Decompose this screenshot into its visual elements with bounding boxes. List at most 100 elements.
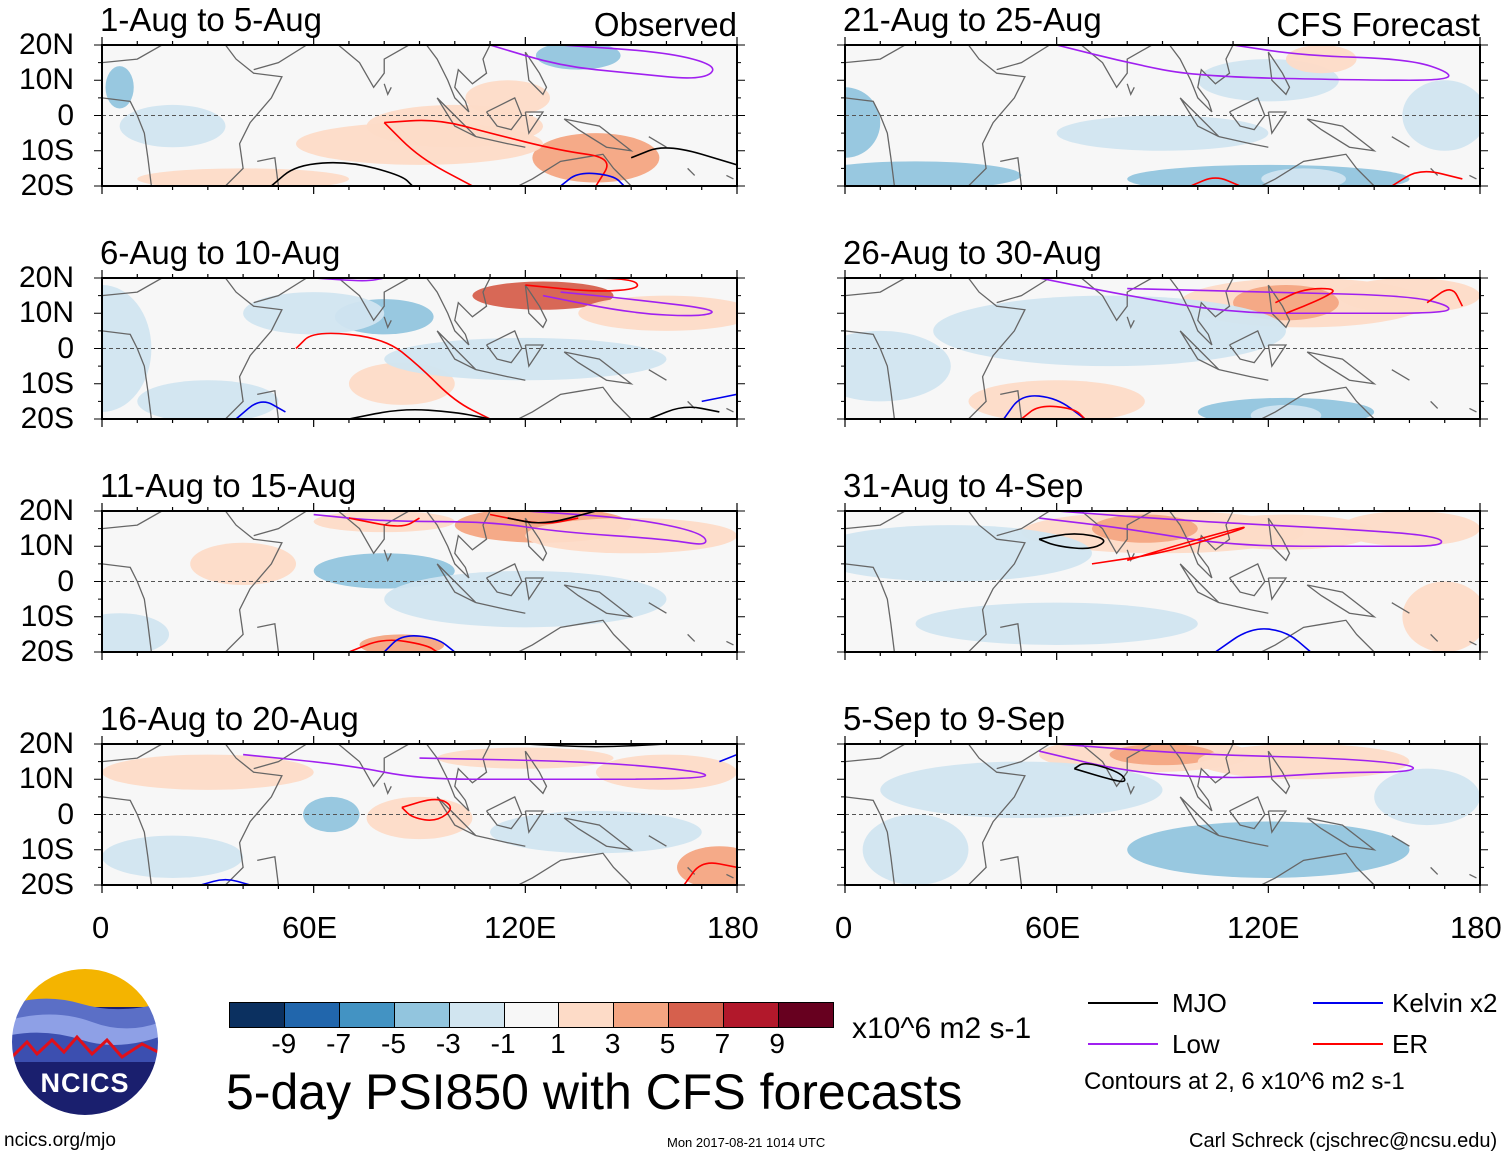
colorbar-label: 5: [659, 1028, 676, 1059]
coastline: [337, 511, 410, 555]
anomaly-shading: [303, 796, 360, 833]
colorbar-swatch: [283, 1003, 339, 1027]
coastline: [563, 817, 634, 851]
panel-title: 16-Aug to 20-Aug: [100, 700, 359, 737]
coastline: [845, 278, 906, 297]
column-label: Observed: [593, 6, 737, 43]
coastline: [1126, 549, 1135, 563]
coastline: [516, 153, 632, 186]
anomaly-shading: [190, 542, 297, 586]
coastline: [383, 549, 392, 563]
legend-label: Low: [1172, 1029, 1220, 1059]
colorbar-swatch: [723, 1003, 779, 1027]
colorbar-swatch: [778, 1003, 833, 1027]
coastline: [257, 157, 280, 186]
coastline: [524, 111, 545, 135]
coastline: [1306, 351, 1377, 385]
lat-tick: 10S: [20, 133, 74, 167]
colorbar-swatch: [230, 1003, 284, 1027]
colorbar-label: 3: [604, 1028, 621, 1059]
website-link[interactable]: ncics.org/mjo: [4, 1130, 116, 1151]
anomaly-shading: [359, 634, 445, 652]
coastline: [224, 744, 283, 885]
figure-title: 5-day PSI850 with CFS forecasts: [226, 1064, 963, 1120]
coastline: [1126, 316, 1135, 330]
anomaly-shading: [845, 87, 881, 158]
panel-title: 5-Sep to 9-Sep: [843, 700, 1065, 737]
coastline: [845, 563, 896, 652]
map-panel: [94, 503, 745, 660]
coastline: [687, 633, 696, 642]
map-panel: [837, 37, 1488, 194]
low-contour: [1038, 278, 1450, 315]
coastline: [996, 45, 1050, 71]
coastline: [1469, 407, 1477, 413]
lat-tick: 0: [57, 797, 74, 831]
panel-title: 11-Aug to 15-Aug: [100, 467, 357, 504]
coastline: [516, 619, 632, 652]
er-contour: [1275, 287, 1334, 314]
coastline: [845, 45, 906, 64]
mjo-contour: [630, 147, 737, 166]
lat-tick: 0: [57, 564, 74, 598]
coastline: [1306, 817, 1377, 851]
anomaly-shading: [1338, 511, 1480, 547]
low-contour: [1038, 744, 1414, 779]
colorbar-units: x10^6 m2 s-1: [852, 1012, 1032, 1045]
lon-tick: 180: [1450, 910, 1502, 945]
low-contour: [1038, 511, 1443, 548]
anomaly-shading: [880, 761, 1163, 819]
anomaly-shading: [525, 518, 737, 554]
coastline: [1306, 118, 1377, 152]
anomaly-shading: [102, 613, 170, 652]
anomaly-shading: [595, 754, 737, 790]
lat-tick: 20N: [18, 727, 74, 760]
coastline: [102, 278, 163, 297]
kelvin-contour: [383, 635, 456, 652]
coastline: [516, 386, 632, 419]
colorbar-label: 9: [769, 1028, 785, 1059]
anomaly-shading: [243, 292, 385, 335]
low-contour: [243, 753, 707, 781]
coastline: [648, 369, 667, 381]
coastline: [1469, 640, 1477, 646]
coastline: [102, 511, 163, 530]
legend-label: Kelvin x2: [1392, 988, 1498, 1018]
anomaly-shading: [137, 380, 279, 419]
er-contour: [384, 119, 608, 186]
coastline: [486, 329, 523, 364]
colorbar-label: 1: [550, 1028, 566, 1059]
coastline: [1080, 278, 1153, 322]
coastline: [1391, 136, 1410, 148]
coastline: [1000, 623, 1023, 652]
colorbar-label: -7: [326, 1028, 352, 1059]
coastline: [383, 782, 392, 796]
legend-line-mjo: [1088, 1002, 1158, 1004]
coastline: [967, 744, 1026, 885]
map-panel: [837, 270, 1488, 427]
lat-tick: 10N: [18, 63, 74, 97]
panel-title: 1-Aug to 5-Aug: [100, 1, 322, 38]
anomaly-shading: [1338, 278, 1480, 314]
anomaly-shading: [437, 747, 614, 769]
anomaly-shading: [845, 161, 1022, 186]
coastline: [224, 45, 283, 186]
coastline: [337, 45, 410, 89]
coastline: [1259, 619, 1375, 652]
kelvin-contour: [719, 753, 737, 763]
coastline: [687, 167, 696, 176]
coastline: [253, 744, 307, 770]
anomaly-shading: [1285, 45, 1357, 74]
panel-title: 6-Aug to 10-Aug: [100, 234, 341, 271]
colorbar-label: -9: [271, 1028, 297, 1059]
panel-title: 31-Aug to 4-Sep: [843, 467, 1084, 504]
coastline: [524, 810, 545, 834]
coastline: [1218, 369, 1269, 381]
legend-label: MJO: [1172, 988, 1227, 1018]
coastline: [253, 511, 307, 537]
coastline: [1259, 386, 1375, 419]
kelvin-contour: [235, 401, 286, 419]
coastline: [486, 562, 523, 597]
